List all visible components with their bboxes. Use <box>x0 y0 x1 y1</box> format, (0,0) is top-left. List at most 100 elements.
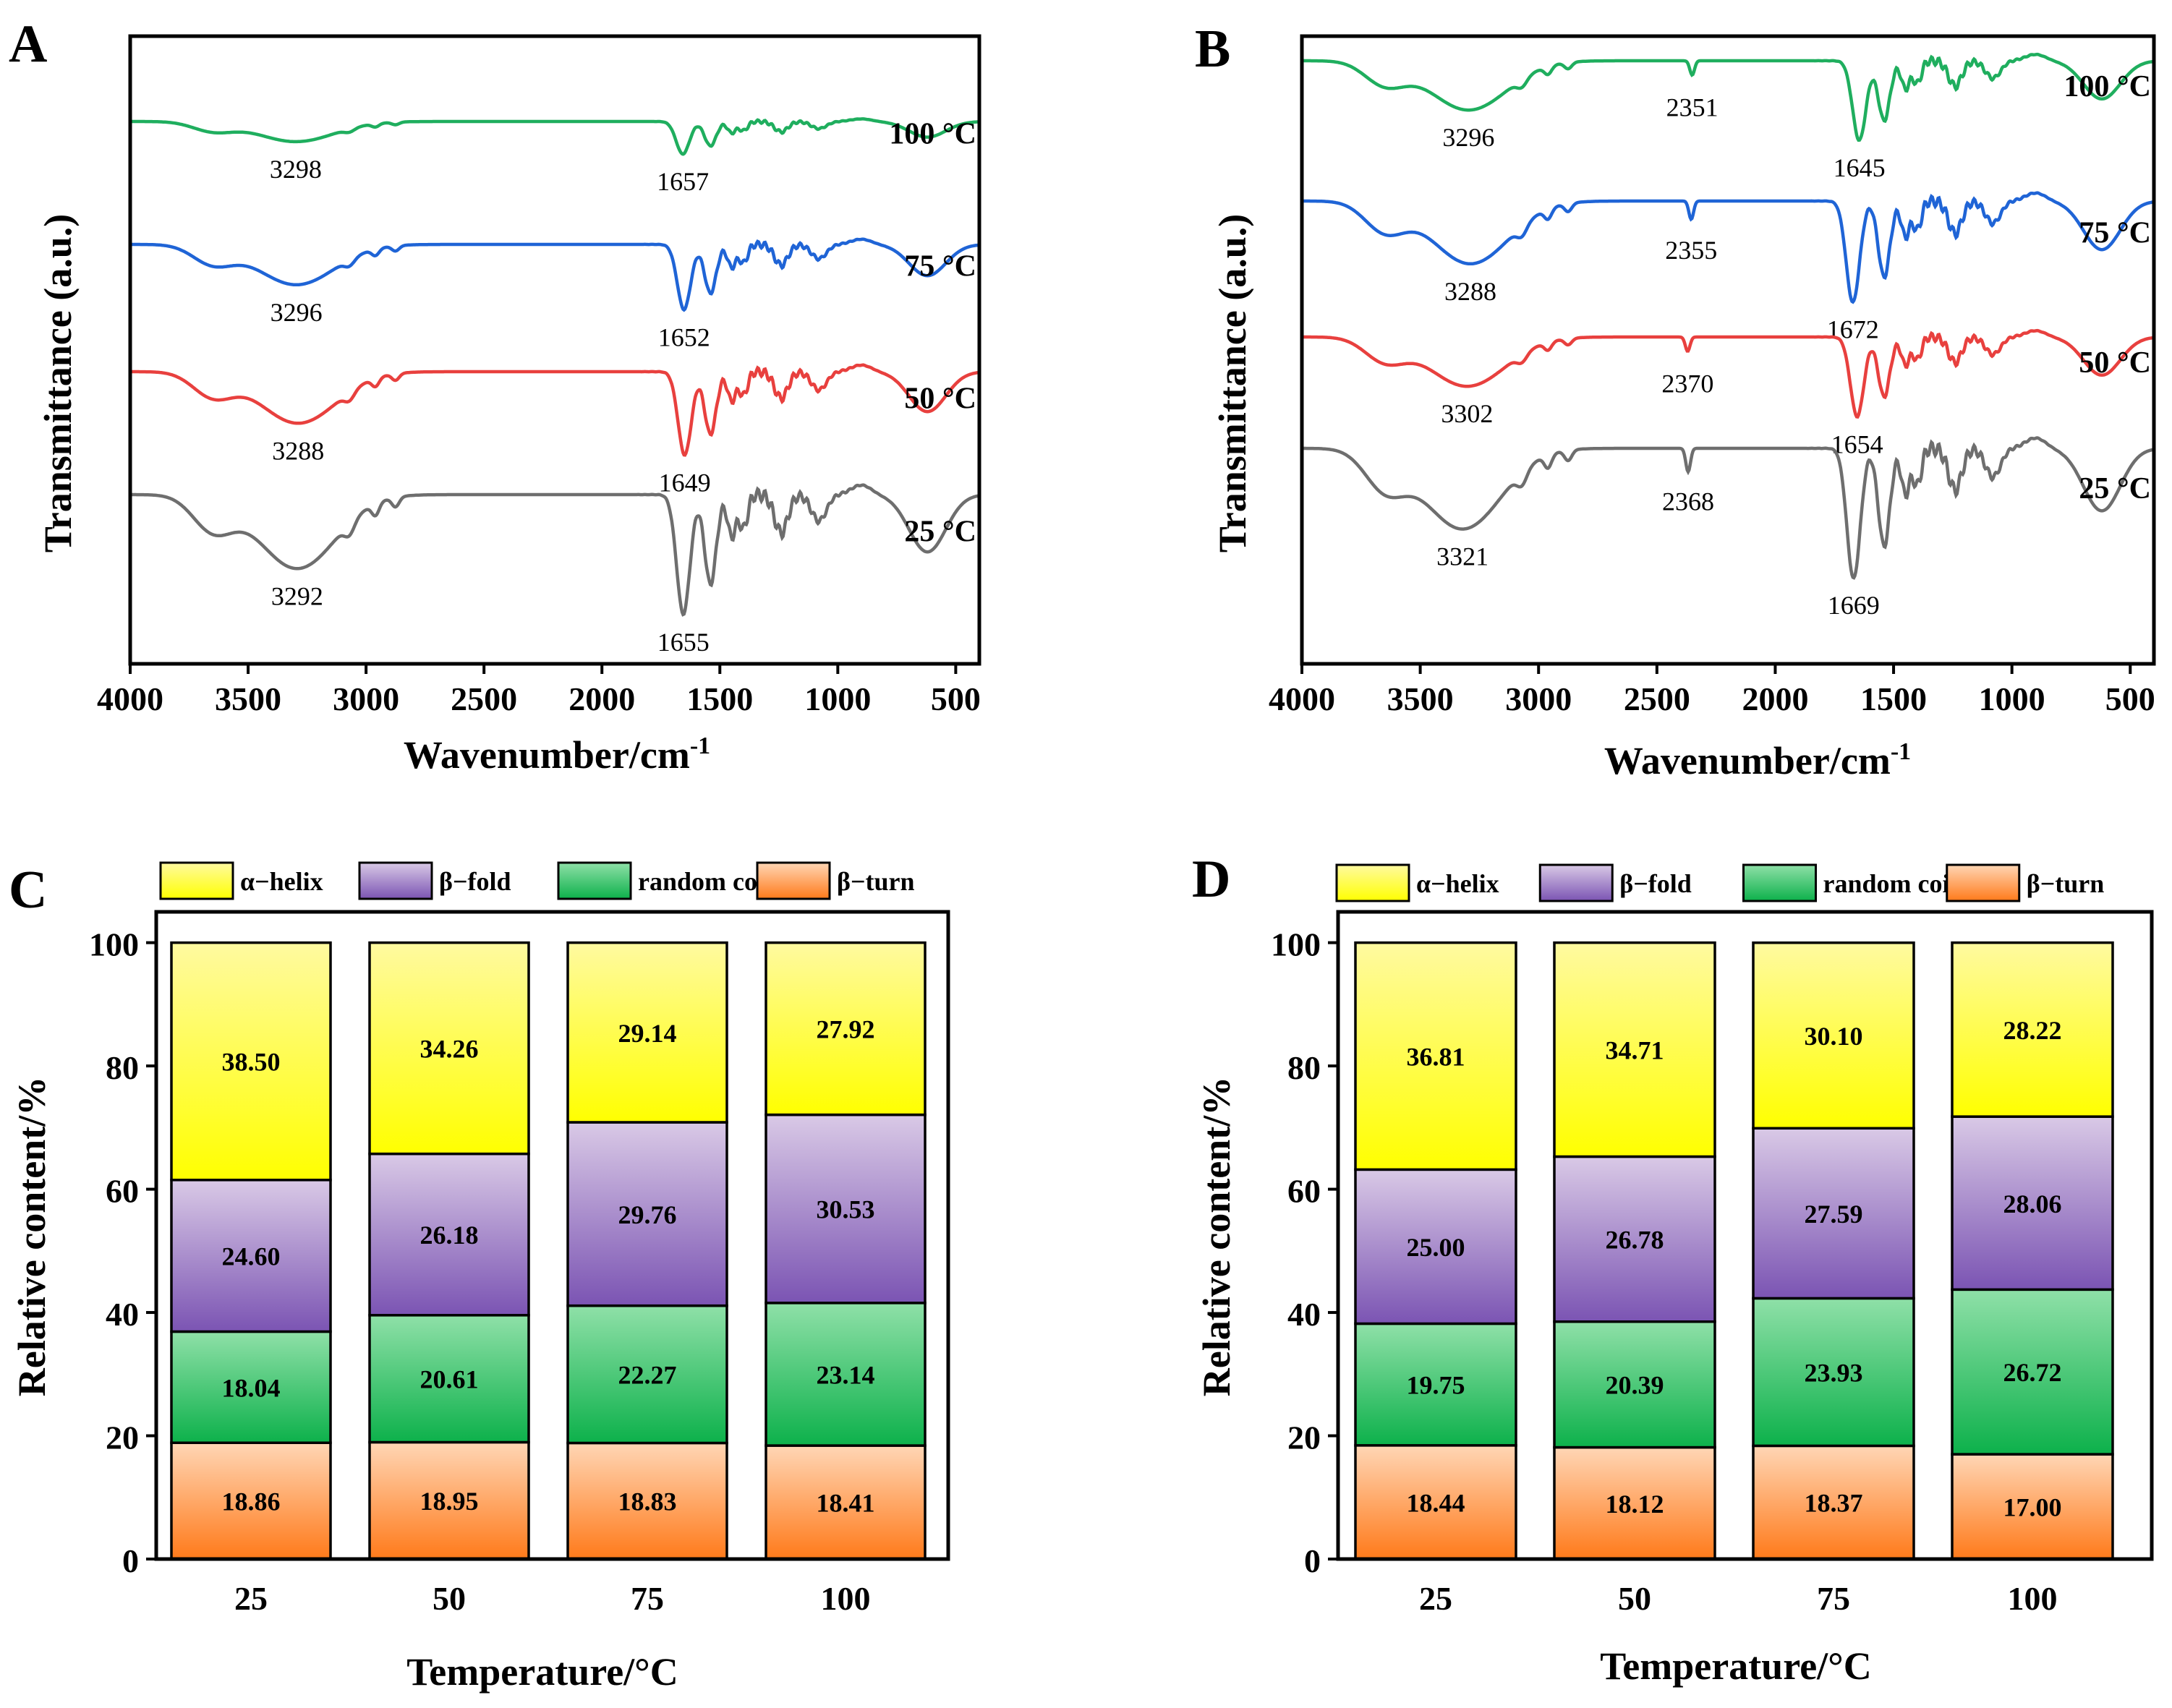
panel-b-temp-label: 100 °C <box>2064 70 2151 103</box>
panel-c-bar-segment <box>566 1441 728 1560</box>
panel-a-xtick-label: 2500 <box>451 680 517 717</box>
panel-letter-c: C <box>9 861 47 920</box>
panel-b-temp-label: 25 °C <box>2079 472 2151 505</box>
panel-c-xtick-label: 50 <box>433 1580 466 1617</box>
panel-c-legend-label: random coil <box>638 867 772 896</box>
panel-b-peak-label: 1645 <box>1834 153 1886 182</box>
panel-d-xtick-label: 50 <box>1618 1580 1651 1617</box>
panel-c-xtick-label: 100 <box>821 1580 871 1617</box>
panel-c-segment-value: 18.41 <box>817 1489 875 1518</box>
panel-c-bar-segment <box>765 941 927 1116</box>
panel-b-peak-label: 2368 <box>1662 487 1714 516</box>
panel-d-ylabel: Relative content/% <box>1195 1077 1238 1396</box>
panel-b-peak-label: 1669 <box>1828 591 1880 620</box>
panel-d-legend-label: random coil <box>1823 869 1957 898</box>
panel-a-xtick-label: 1500 <box>686 680 753 717</box>
panel-a-temp-label: 25 °C <box>904 516 976 549</box>
panel-a-spectrum-3 <box>130 483 980 617</box>
panel-a-xtick-label: 3500 <box>215 680 281 717</box>
panel-a-xtick-label: 2000 <box>568 680 635 717</box>
panel-d-plot-frame <box>1336 910 2154 1561</box>
panel-b-peak-label: 2355 <box>1665 236 1717 265</box>
panel-b-spectrum-3 <box>1302 436 2155 580</box>
panel-d-segment-value: 26.78 <box>1606 1226 1664 1255</box>
panel-d-ytick-label: 80 <box>1287 1049 1321 1086</box>
panel-d-segment-value: 23.93 <box>1805 1358 1863 1387</box>
panel-c-bar-segment <box>566 1121 728 1307</box>
panel-c-segment-value: 29.76 <box>618 1200 677 1229</box>
panel-d-bar-segment <box>1752 941 1915 1130</box>
panel-c-bar-segment <box>765 1113 927 1305</box>
panel-d-bar-segment <box>1752 1127 1915 1300</box>
panel-d-xtick-label: 25 <box>1419 1580 1452 1617</box>
panel-d-xtick-label: 100 <box>2008 1580 2058 1617</box>
panel-c-bar-segment <box>368 1440 530 1560</box>
panel-c-segment-value: 20.61 <box>420 1365 479 1394</box>
panel-d-legend-swatch <box>1538 863 1614 902</box>
panel-letter-d: D <box>1192 850 1230 909</box>
panel-d-segment-value: 36.81 <box>1407 1042 1465 1071</box>
panel-c-ylabel: Relative content/% <box>10 1077 54 1396</box>
panel-a-ylabel: Transmittance (a.u.) <box>36 214 80 552</box>
panel-c-bar-segment <box>170 941 332 1182</box>
panel-d-bar-segment <box>1553 1446 1716 1560</box>
panel-d-segment-value: 18.37 <box>1805 1489 1863 1518</box>
panel-c-segment-value: 22.27 <box>618 1361 677 1390</box>
panel-d-legend-label: β−fold <box>1619 869 1692 898</box>
panel-c-segment-value: 29.14 <box>618 1019 677 1048</box>
panel-d-legend-swatch <box>1946 863 2021 902</box>
panel-d-ytick-label: 20 <box>1287 1419 1321 1456</box>
panel-d-segment-value: 28.06 <box>2003 1190 2062 1218</box>
panel-b-peak-label: 3296 <box>1442 123 1494 152</box>
panel-c-segment-value: 38.50 <box>222 1048 281 1077</box>
panel-d-segment-value: 26.72 <box>2003 1358 2062 1387</box>
panel-c-xtick-label: 75 <box>631 1580 664 1617</box>
panel-b-xtick-label: 2000 <box>1742 680 1808 717</box>
panel-c-bar-segment <box>368 1152 530 1317</box>
panel-d-bar-segment <box>1354 1322 1517 1447</box>
panel-d-segment-value: 19.75 <box>1407 1371 1465 1400</box>
panel-a-peak-label: 1649 <box>659 469 711 498</box>
panel-b-xtick-label: 500 <box>2105 680 2155 717</box>
panel-d-legend-label: α−helix <box>1416 869 1499 898</box>
panel-a-temp-label: 50 °C <box>904 383 976 416</box>
panel-b-xtick-label: 2500 <box>1624 680 1690 717</box>
panel-b-peak-label: 2351 <box>1666 93 1719 121</box>
panel-a-peak-label: 1655 <box>657 628 710 657</box>
panel-c-segment-value: 34.26 <box>420 1035 479 1064</box>
panel-b-temp-label: 75 °C <box>2079 217 2151 250</box>
panel-b-xtick-label: 3500 <box>1387 680 1454 717</box>
panel-a-spectrum-1 <box>130 237 980 312</box>
panel-c-ytick-label: 80 <box>106 1049 139 1086</box>
panel-c-legend-label: β−turn <box>837 867 915 896</box>
panel-c-xtick-label: 25 <box>234 1580 268 1617</box>
panel-d-bar-segment <box>1354 941 1517 1171</box>
panel-b-xtick-label: 4000 <box>1269 680 1335 717</box>
panel-a-ftir-chart: A Transmittance (a.u.) Wavenumber/cm-1 4… <box>9 14 981 777</box>
panel-d-segment-value: 25.00 <box>1407 1233 1465 1262</box>
panel-a-temp-label: 75 °C <box>904 249 976 283</box>
panel-c-legend-label: β−fold <box>439 867 511 896</box>
panel-c-legend-swatch <box>358 861 433 900</box>
panel-c-ytick-label: 0 <box>122 1542 139 1579</box>
panel-b-xtick-label: 1500 <box>1860 680 1927 717</box>
panel-a-spectrum-2 <box>130 363 980 457</box>
panel-d-legend-label: β−turn <box>2027 869 2105 898</box>
panel-b-xtick-label: 3000 <box>1505 680 1572 717</box>
panel-d-ytick-label: 100 <box>1271 926 1321 963</box>
panel-c-ytick-label: 40 <box>106 1296 139 1333</box>
panel-b-peak-label: 1654 <box>1831 430 1883 459</box>
panel-c-bar-segment <box>765 1444 927 1560</box>
panel-c-bar-segment <box>566 941 728 1124</box>
panel-d-segment-value: 20.39 <box>1606 1371 1664 1400</box>
panel-c-segment-value: 30.53 <box>817 1195 875 1224</box>
panel-b-spectrum-1 <box>1302 191 2155 304</box>
panel-b-peak-label: 1672 <box>1827 315 1879 343</box>
panel-b-peak-label: 3302 <box>1441 399 1493 428</box>
panel-d-segment-value: 30.10 <box>1805 1022 1863 1051</box>
panel-c-segment-value: 18.86 <box>222 1487 281 1516</box>
panel-d-segment-value: 28.22 <box>2003 1016 2062 1045</box>
panel-c-segment-value: 18.83 <box>618 1487 677 1516</box>
panel-d-bar-segment <box>1951 941 2114 1118</box>
panel-c-stacked-bar-chart: C Relative content/% Temperature/°C α−he… <box>9 861 950 1694</box>
